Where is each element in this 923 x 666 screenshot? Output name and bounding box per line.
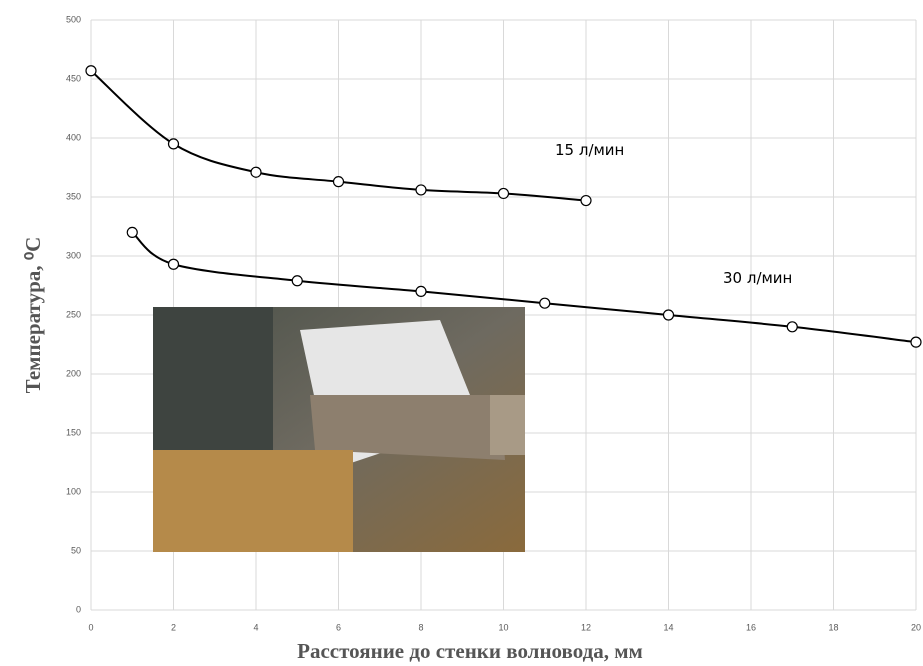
- data-point: [416, 286, 426, 296]
- x-tick-label: 14: [663, 622, 673, 632]
- y-tick-label: 300: [66, 250, 81, 260]
- x-axis-title: Расстояние до стенки волновода, мм: [297, 639, 643, 663]
- series-label: 30 л/мин: [723, 269, 792, 287]
- chart: Расстояние до стенки волновода, мм Темпе…: [0, 0, 923, 666]
- y-tick-label: 250: [66, 309, 81, 319]
- y-tick-label: 400: [66, 132, 81, 142]
- x-tick-label: 6: [336, 622, 341, 632]
- data-point: [169, 259, 179, 269]
- data-point: [664, 310, 674, 320]
- data-point: [416, 185, 426, 195]
- y-axis-title: Температура, ⁰C: [21, 237, 45, 394]
- x-tick-label: 10: [498, 622, 508, 632]
- y-tick-label: 450: [66, 73, 81, 83]
- y-tick-label: 50: [71, 545, 81, 555]
- data-point: [127, 227, 137, 237]
- data-point: [499, 188, 509, 198]
- series-label: 15 л/мин: [555, 141, 624, 159]
- x-tick-label: 16: [746, 622, 756, 632]
- y-tick-label: 500: [66, 14, 81, 24]
- data-point: [292, 276, 302, 286]
- x-tick-label: 12: [581, 622, 591, 632]
- data-point: [86, 66, 96, 76]
- y-tick-label: 150: [66, 427, 81, 437]
- y-tick-label: 0: [76, 604, 81, 614]
- data-point: [334, 177, 344, 187]
- y-tick-label: 350: [66, 191, 81, 201]
- data-point: [787, 322, 797, 332]
- data-point: [911, 337, 921, 347]
- y-tick-label: 200: [66, 368, 81, 378]
- x-tick-label: 2: [171, 622, 176, 632]
- x-tick-label: 4: [253, 622, 258, 632]
- x-tick-label: 20: [911, 622, 921, 632]
- data-point: [169, 139, 179, 149]
- data-point: [581, 196, 591, 206]
- x-tick-label: 0: [88, 622, 93, 632]
- data-point: [540, 298, 550, 308]
- x-tick-label: 18: [828, 622, 838, 632]
- x-tick-label: 8: [418, 622, 423, 632]
- data-point: [251, 167, 261, 177]
- y-tick-label: 100: [66, 486, 81, 496]
- photo-inset: [153, 307, 525, 552]
